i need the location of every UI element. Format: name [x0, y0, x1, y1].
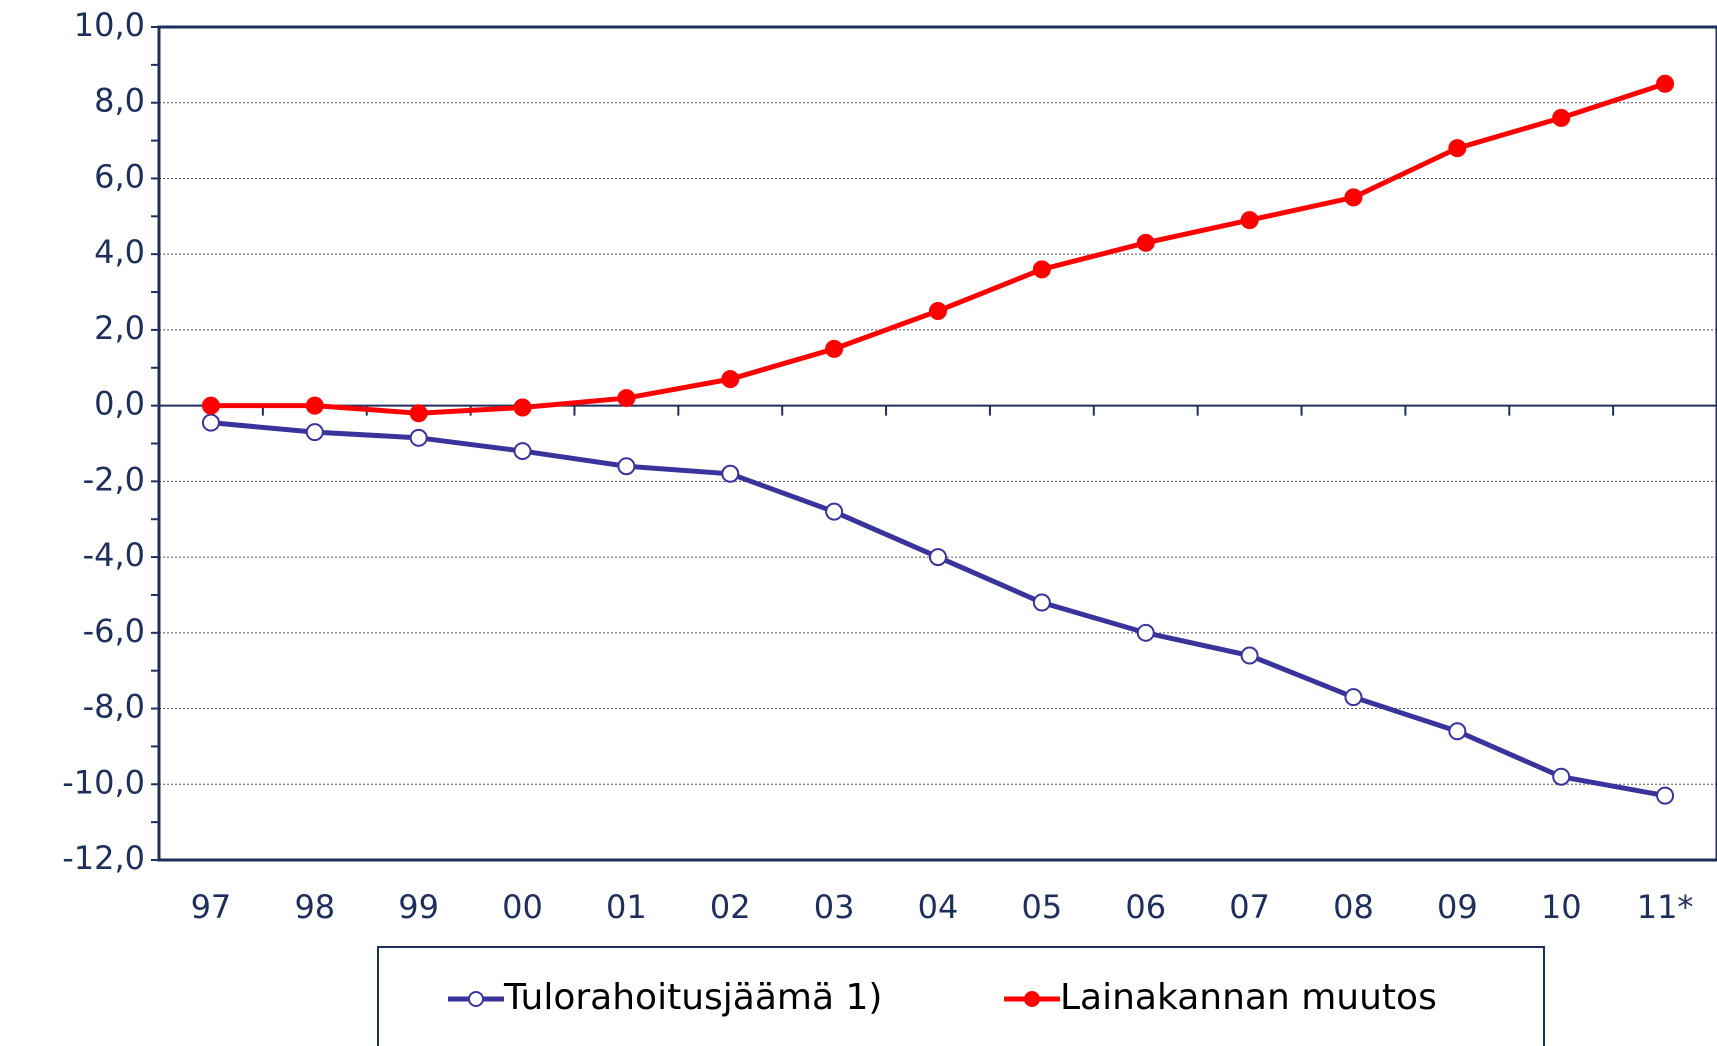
data-point [1136, 233, 1155, 252]
data-point [1344, 188, 1363, 207]
data-point [721, 370, 740, 389]
data-point [1552, 767, 1571, 786]
data-point [305, 423, 324, 442]
data-point [409, 404, 428, 423]
x-tick-label: 07 [1229, 888, 1270, 926]
y-tick-label: 6,0 [94, 157, 145, 195]
data-point [825, 502, 844, 521]
x-tick-label: 01 [606, 888, 647, 926]
y-tick-label: -10,0 [62, 763, 145, 801]
x-tick-label: 08 [1333, 888, 1374, 926]
legend-label: Tulorahoitusjäämä 1) [503, 977, 882, 1018]
x-tick-label: 99 [398, 888, 439, 926]
data-point [617, 389, 636, 408]
series-line [210, 420, 1666, 799]
y-tick-label: -8,0 [83, 688, 145, 726]
data-point [305, 396, 324, 415]
legend-label: Lainakannan muutos [1060, 977, 1437, 1018]
y-tick-label: -6,0 [83, 612, 145, 650]
data-point [1656, 74, 1675, 93]
data-point [1448, 139, 1467, 158]
y-tick-label: -4,0 [83, 536, 145, 574]
legend-marker [1024, 991, 1040, 1007]
data-point [617, 457, 636, 476]
y-tick-label: 8,0 [94, 82, 145, 120]
data-point [825, 339, 844, 358]
x-tick-label: 10 [1541, 888, 1582, 926]
x-tick-label: 98 [294, 888, 335, 926]
plot-frame [157, 25, 1717, 862]
y-tick-label: 4,0 [94, 233, 145, 271]
x-tick-label: 00 [502, 888, 543, 926]
data-point [513, 442, 532, 461]
data-point [929, 301, 947, 320]
data-point [929, 548, 947, 567]
y-tick-label: 2,0 [94, 309, 145, 347]
legend-marker [468, 991, 484, 1007]
data-point [201, 396, 220, 415]
x-tick-label: 11* [1637, 888, 1694, 926]
y-tick-label: 10,0 [74, 6, 145, 44]
x-tick-label: 05 [1022, 888, 1063, 926]
x-tick-label: 06 [1125, 888, 1166, 926]
data-point [1240, 646, 1259, 665]
data-point [201, 413, 220, 432]
y-tick-label: 0,0 [94, 385, 145, 423]
x-tick-label: 09 [1437, 888, 1478, 926]
legend-box [377, 946, 1545, 1046]
x-tick-label: 97 [191, 888, 232, 926]
series-line [210, 81, 1666, 416]
data-point [1240, 211, 1259, 230]
data-point [1344, 688, 1363, 707]
y-tick-label: -12,0 [62, 839, 145, 877]
data-point [1656, 786, 1675, 805]
data-point [513, 398, 532, 417]
data-point [1136, 623, 1155, 642]
data-point [409, 428, 428, 447]
data-point [721, 464, 740, 483]
x-tick-label: 03 [814, 888, 855, 926]
data-point [1448, 722, 1467, 741]
x-tick-label: 04 [918, 888, 959, 926]
data-point [1552, 108, 1571, 127]
y-tick-label: -2,0 [83, 460, 145, 498]
data-point [1032, 260, 1051, 279]
x-tick-label: 02 [710, 888, 751, 926]
data-point [1032, 593, 1051, 612]
